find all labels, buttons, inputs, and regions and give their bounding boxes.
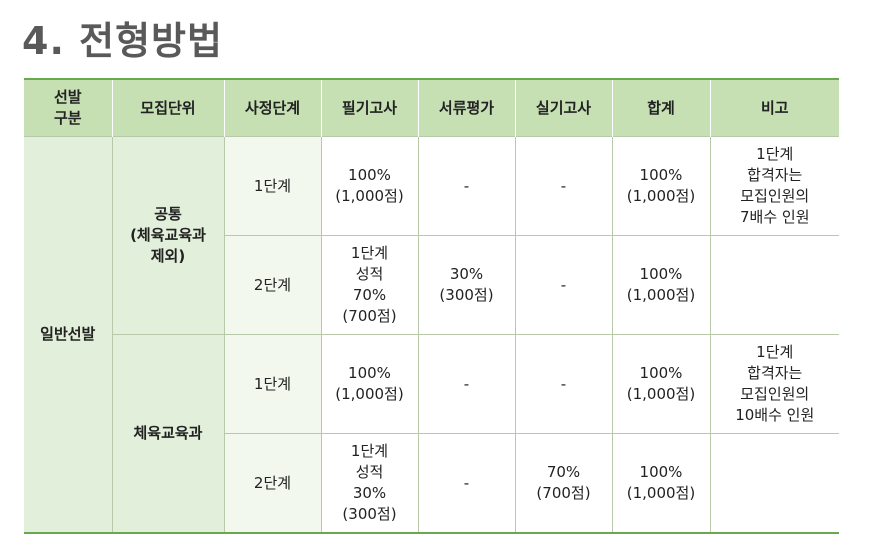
selection-method-table: 선발 구분 모집단위 사정단계 필기고사 서류평가 실기고사 합계 비고 일반선… [24,78,839,534]
header-practical-exam: 실기고사 [514,79,612,137]
note-cell: 1단계 합격자는 모집인원의 10배수 인원 [709,334,839,434]
note-cell [709,235,839,335]
practical-cell: - [514,235,612,335]
total-cell: 100% (1,000점) [611,235,710,335]
document-cell: - [417,334,515,434]
header-stage: 사정단계 [223,79,321,137]
practical-cell: 70% (700점) [514,433,612,533]
written-cell: 1단계 성적 70% (700점) [320,235,418,335]
note-cell [709,433,839,533]
stage-cell: 2단계 [223,433,321,533]
total-cell: 100% (1,000점) [611,334,710,434]
header-note: 비고 [709,79,839,137]
header-total: 합계 [611,79,710,137]
header-unit: 모집단위 [111,79,224,137]
practical-cell: - [514,334,612,434]
total-cell: 100% (1,000점) [611,433,710,533]
table-row: 2단계 1단계 성적 70% (700점) 30% (300점) - 100% … [24,235,839,335]
total-cell: 100% (1,000점) [611,136,710,236]
stage-cell: 1단계 [223,334,321,434]
document-cell: - [417,433,515,533]
document-cell: 30% (300점) [417,235,515,335]
table-header-row: 선발 구분 모집단위 사정단계 필기고사 서류평가 실기고사 합계 비고 [24,79,839,137]
selection-type-cell: 일반선발 [24,136,112,533]
written-cell: 100% (1,000점) [320,136,418,236]
unit-cell: 체육교육과 [111,334,224,533]
header-selection-type: 선발 구분 [24,79,112,137]
header-written-exam: 필기고사 [320,79,418,137]
section-title: 4. 전형방법 [22,19,223,63]
written-cell: 100% (1,000점) [320,334,418,434]
table-row: 2단계 1단계 성적 30% (300점) - 70% (700점) 100% … [24,433,839,533]
table-row: 체육교육과 1단계 100% (1,000점) - - 100% (1,000점… [24,334,839,533]
written-cell: 1단계 성적 30% (300점) [320,433,418,533]
document-cell: - [417,136,515,236]
practical-cell: - [514,136,612,236]
header-document-review: 서류평가 [417,79,515,137]
note-cell: 1단계 합격자는 모집인원의 7배수 인원 [709,136,839,236]
stage-cell: 1단계 [223,136,321,236]
table-row: 일반선발 공통 (체육교육과 제외) 1단계 100% (1,000점) - -… [24,136,839,533]
stage-cell: 2단계 [223,235,321,335]
unit-cell: 공통 (체육교육과 제외) [111,136,224,335]
